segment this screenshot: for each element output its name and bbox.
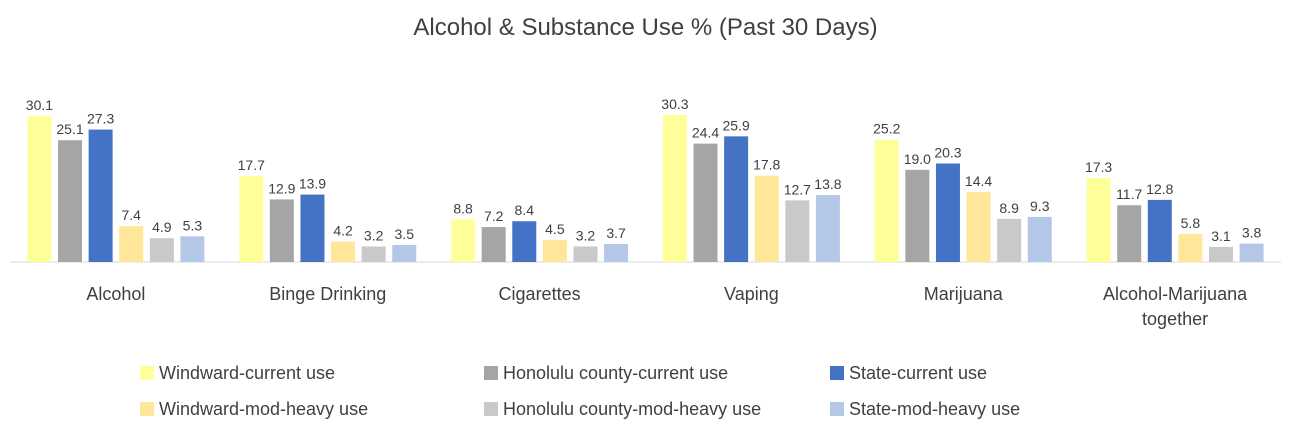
bar bbox=[58, 140, 83, 262]
bar bbox=[269, 199, 294, 262]
data-label: 8.8 bbox=[453, 200, 473, 216]
legend-label: State-current use bbox=[849, 362, 988, 383]
bar bbox=[331, 241, 356, 262]
legend-item: Honolulu county-current use bbox=[484, 362, 728, 384]
data-label: 8.9 bbox=[999, 200, 1019, 216]
data-label: 20.3 bbox=[934, 145, 961, 161]
bar bbox=[662, 115, 687, 262]
data-label: 14.4 bbox=[965, 173, 992, 189]
data-label: 8.4 bbox=[515, 202, 535, 218]
legend-item: State-current use bbox=[830, 362, 987, 384]
data-label: 25.1 bbox=[56, 121, 83, 137]
legend-label: State-mod-heavy use bbox=[849, 398, 1021, 419]
data-label: 7.2 bbox=[484, 208, 504, 224]
legend-label: Honolulu county-mod-heavy use bbox=[503, 398, 762, 419]
data-label: 30.1 bbox=[26, 97, 53, 113]
legend-swatch bbox=[484, 366, 498, 380]
data-label: 4.2 bbox=[333, 223, 353, 239]
data-label: 19.0 bbox=[904, 151, 931, 167]
bar bbox=[27, 115, 52, 262]
data-label: 27.3 bbox=[87, 111, 114, 127]
data-label: 5.8 bbox=[1181, 215, 1201, 231]
data-label: 17.3 bbox=[1085, 159, 1112, 175]
category-label: Vaping bbox=[724, 284, 779, 304]
legend-swatch bbox=[830, 402, 844, 416]
bar bbox=[392, 245, 417, 262]
bar bbox=[239, 176, 264, 262]
legend-item: State-mod-heavy use bbox=[830, 398, 1020, 420]
data-label: 4.9 bbox=[152, 219, 172, 235]
data-label: 3.2 bbox=[364, 227, 384, 243]
bar bbox=[724, 136, 749, 262]
category-label: Marijuana bbox=[924, 284, 1004, 304]
data-label: 17.8 bbox=[753, 157, 780, 173]
bar bbox=[874, 139, 899, 262]
legend-swatch bbox=[830, 366, 844, 380]
category-label: Binge Drinking bbox=[269, 284, 386, 304]
bar bbox=[1147, 199, 1172, 262]
bar bbox=[542, 240, 567, 262]
data-label: 30.3 bbox=[661, 96, 688, 112]
bar bbox=[905, 169, 930, 262]
category-label: Cigarettes bbox=[499, 284, 581, 304]
data-label: 12.7 bbox=[784, 181, 811, 197]
bar bbox=[1178, 233, 1203, 262]
category-label: Alcohol bbox=[86, 284, 145, 304]
bar bbox=[785, 200, 810, 262]
bar bbox=[1086, 178, 1111, 262]
bar bbox=[481, 227, 506, 262]
bar bbox=[693, 143, 718, 262]
bar bbox=[1208, 246, 1233, 262]
data-label: 17.7 bbox=[238, 157, 265, 173]
data-label: 3.5 bbox=[395, 226, 415, 242]
bar bbox=[1117, 205, 1142, 262]
bar bbox=[180, 236, 205, 262]
chart-title: Alcohol & Substance Use % (Past 30 Days) bbox=[413, 14, 878, 41]
legend-item: Windward-current use bbox=[140, 362, 335, 384]
data-label: 24.4 bbox=[692, 125, 719, 141]
legend-item: Windward-mod-heavy use bbox=[140, 398, 368, 420]
data-label: 4.5 bbox=[545, 221, 565, 237]
legend-label: Windward-mod-heavy use bbox=[159, 398, 369, 419]
bar bbox=[149, 238, 174, 262]
data-label: 13.8 bbox=[814, 176, 841, 192]
data-label: 9.3 bbox=[1030, 198, 1050, 214]
legend-swatch bbox=[140, 402, 154, 416]
bar bbox=[935, 163, 960, 262]
data-label: 12.9 bbox=[268, 180, 295, 196]
data-label: 11.7 bbox=[1116, 186, 1142, 202]
legend-label: Windward-current use bbox=[159, 362, 336, 383]
data-label: 3.2 bbox=[576, 227, 596, 243]
category-label: together bbox=[1142, 309, 1208, 329]
data-label: 7.4 bbox=[121, 207, 141, 223]
data-label: 25.2 bbox=[873, 121, 900, 137]
data-label: 3.1 bbox=[1211, 228, 1231, 244]
data-label: 12.8 bbox=[1146, 181, 1173, 197]
bar bbox=[1239, 243, 1264, 262]
bar bbox=[966, 192, 991, 262]
data-label: 5.3 bbox=[183, 217, 203, 233]
bar bbox=[119, 226, 144, 262]
legend-item: Honolulu county-mod-heavy use bbox=[484, 398, 761, 420]
legend-label: Honolulu county-current use bbox=[503, 362, 729, 383]
category-label: Alcohol-Marijuana bbox=[1103, 284, 1248, 304]
bar bbox=[300, 194, 325, 262]
bar bbox=[1027, 216, 1052, 262]
bar bbox=[815, 195, 840, 262]
bar bbox=[754, 175, 779, 262]
bar bbox=[573, 246, 598, 262]
bar bbox=[451, 219, 476, 262]
bar bbox=[361, 246, 386, 262]
bar bbox=[512, 221, 537, 262]
data-label: 3.8 bbox=[1242, 225, 1262, 241]
plot-area: 30.125.127.3 7.4 4.9 5.3 Alcohol 17.712.9 13.9… bbox=[10, 96, 1281, 329]
legend-swatch bbox=[484, 402, 498, 416]
bar bbox=[88, 129, 113, 262]
bar bbox=[604, 244, 629, 262]
legend-swatch bbox=[140, 366, 154, 380]
data-label: 25.9 bbox=[722, 117, 749, 133]
data-label: 13.9 bbox=[299, 176, 326, 192]
data-label: 3.7 bbox=[606, 225, 626, 241]
bar bbox=[997, 218, 1022, 262]
